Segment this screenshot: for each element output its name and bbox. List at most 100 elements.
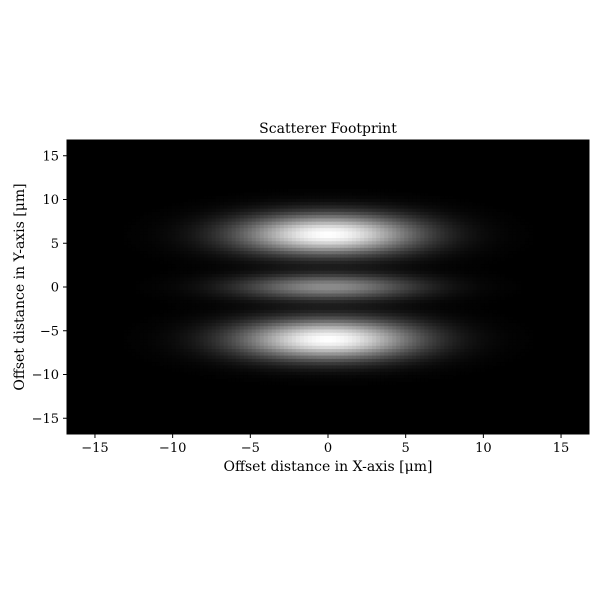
heatmap-cell xyxy=(496,355,502,360)
heatmap-cell xyxy=(392,326,397,331)
heatmap-cell xyxy=(424,192,429,197)
heatmap-cell xyxy=(352,192,357,197)
heatmap-cell xyxy=(340,283,345,288)
heatmap-cell xyxy=(239,208,245,213)
heatmap-cell xyxy=(476,224,482,229)
heatmap-cell xyxy=(512,244,518,249)
heatmap-cell xyxy=(259,205,265,210)
heatmap-cell xyxy=(271,303,277,308)
heatmap-cell xyxy=(476,300,482,304)
heatmap-cell xyxy=(215,352,221,357)
heatmap-cell xyxy=(315,215,321,219)
heatmap-cell xyxy=(456,329,462,334)
heatmap-cell xyxy=(384,345,389,350)
heatmap-cell xyxy=(508,244,514,249)
heatmap-cell xyxy=(352,234,357,239)
heatmap-cell xyxy=(424,300,429,304)
heatmap-cell xyxy=(187,313,193,317)
heatmap-cell xyxy=(376,208,381,213)
heatmap-cell xyxy=(195,313,201,317)
heatmap-cell xyxy=(476,290,482,295)
heatmap-cell xyxy=(476,352,482,357)
heatmap-cell xyxy=(468,349,474,353)
heatmap-cell xyxy=(412,228,417,233)
heatmap-cell xyxy=(412,326,417,331)
heatmap-cell xyxy=(239,218,245,223)
heatmap-cell xyxy=(187,309,193,314)
heatmap-cell xyxy=(480,306,486,311)
heatmap-cell xyxy=(219,283,225,288)
heatmap-cell xyxy=(283,349,289,353)
heatmap-cell xyxy=(376,205,381,210)
heatmap-cell xyxy=(307,322,313,327)
heatmap-cell xyxy=(187,273,193,278)
heatmap-cell xyxy=(279,267,285,272)
heatmap-cell xyxy=(283,300,289,304)
heatmap-cell xyxy=(368,202,373,206)
heatmap-cell xyxy=(319,352,325,357)
heatmap-cell xyxy=(420,277,425,282)
heatmap-cell xyxy=(408,319,413,324)
heatmap-cell xyxy=(271,218,277,223)
heatmap-cell xyxy=(159,287,164,291)
heatmap-cell xyxy=(243,349,249,353)
heatmap-cell xyxy=(444,260,450,265)
heatmap-cell xyxy=(340,221,345,226)
heatmap-cell xyxy=(183,368,189,373)
heatmap-cell xyxy=(328,241,333,246)
heatmap-cell xyxy=(247,300,253,304)
heatmap-cell xyxy=(215,290,221,295)
heatmap-cell xyxy=(135,228,140,233)
heatmap-cell xyxy=(488,224,494,229)
heatmap-cell xyxy=(199,326,205,331)
heatmap-cell xyxy=(396,293,401,298)
heatmap-cell xyxy=(460,332,466,337)
heatmap-cell xyxy=(299,300,305,304)
heatmap-cell xyxy=(388,329,393,334)
heatmap-cell xyxy=(151,215,156,219)
heatmap-cell xyxy=(135,280,140,285)
heatmap-cell xyxy=(512,247,518,252)
heatmap-cell xyxy=(203,244,209,249)
heatmap-cell xyxy=(388,345,393,350)
heatmap-cell xyxy=(259,192,265,197)
heatmap-cell xyxy=(380,293,385,298)
heatmap-cell xyxy=(211,342,217,347)
heatmap-cell xyxy=(500,313,506,317)
heatmap-cell xyxy=(516,345,522,350)
heatmap-cell xyxy=(340,192,345,197)
heatmap-cell xyxy=(195,336,201,340)
heatmap-cell xyxy=(480,309,486,314)
heatmap-cell xyxy=(275,349,281,353)
heatmap-cell xyxy=(428,224,433,229)
heatmap-cell xyxy=(440,218,446,223)
heatmap-cell xyxy=(328,339,333,344)
heatmap-cell xyxy=(404,238,409,242)
heatmap-cell xyxy=(460,287,466,291)
heatmap-cell xyxy=(143,287,148,291)
heatmap-cell xyxy=(299,329,305,334)
heatmap-cell xyxy=(440,319,446,324)
heatmap-cell xyxy=(211,221,217,226)
heatmap-cell xyxy=(500,293,506,298)
heatmap-cell xyxy=(235,336,241,340)
heatmap-cell xyxy=(167,332,172,337)
heatmap-cell xyxy=(319,349,325,353)
heatmap-cell xyxy=(315,365,321,370)
heatmap-cell xyxy=(408,362,413,366)
heatmap-cell xyxy=(380,352,385,357)
heatmap-cell xyxy=(380,313,385,317)
heatmap-cell xyxy=(215,342,221,347)
heatmap-cell xyxy=(259,342,265,347)
heatmap-cell xyxy=(267,332,273,337)
heatmap-cell xyxy=(207,218,213,223)
heatmap-cell xyxy=(480,329,486,334)
heatmap-cell xyxy=(504,251,510,255)
heatmap-cell xyxy=(504,244,510,249)
heatmap-cell xyxy=(408,316,413,321)
heatmap-cell xyxy=(400,218,405,223)
heatmap-cell xyxy=(516,339,522,344)
heatmap-cell xyxy=(315,322,321,327)
heatmap-cell xyxy=(247,264,253,268)
heatmap-cell xyxy=(163,257,168,262)
